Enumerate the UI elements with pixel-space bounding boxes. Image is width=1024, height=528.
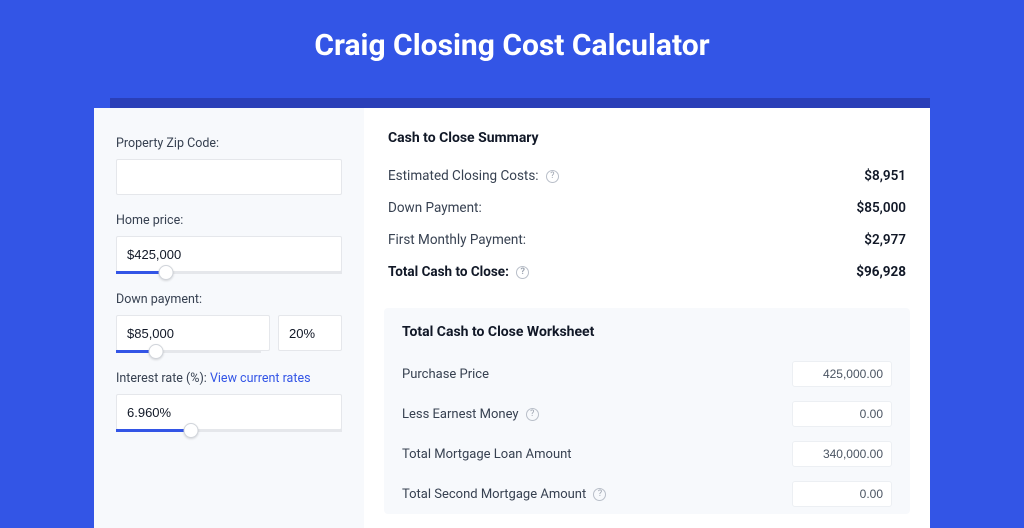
summary-label: Down Payment:: [388, 200, 482, 216]
zip-field-group: Property Zip Code:: [116, 136, 342, 195]
worksheet-section: Total Cash to Close Worksheet Purchase P…: [384, 308, 910, 514]
page-title: Craig Closing Cost Calculator: [0, 0, 1024, 85]
summary-row-total: Total Cash to Close: ? $96,928: [388, 256, 906, 288]
summary-value: $8,951: [864, 168, 906, 184]
summary-value: $96,928: [856, 264, 906, 280]
down-payment-label: Down payment:: [116, 292, 342, 307]
summary-row-closing-costs: Estimated Closing Costs: ? $8,951: [388, 160, 906, 192]
home-price-field-group: Home price:: [116, 213, 342, 274]
worksheet-label: Purchase Price: [402, 367, 489, 382]
zip-input[interactable]: [116, 159, 342, 195]
summary-label: Estimated Closing Costs:: [388, 168, 539, 184]
worksheet-input-purchase-price[interactable]: [792, 361, 892, 387]
help-icon[interactable]: ?: [593, 488, 606, 501]
help-icon[interactable]: ?: [516, 266, 529, 279]
summary-section: Cash to Close Summary Estimated Closing …: [388, 130, 906, 288]
help-icon[interactable]: ?: [546, 170, 559, 183]
worksheet-row-earnest-money: Less Earnest Money ?: [402, 394, 892, 434]
interest-slider-thumb[interactable]: [183, 423, 198, 438]
down-payment-slider-thumb[interactable]: [149, 344, 164, 359]
interest-label: Interest rate (%):: [116, 371, 210, 386]
help-icon[interactable]: ?: [526, 408, 539, 421]
summary-row-down-payment: Down Payment: $85,000: [388, 192, 906, 224]
down-payment-field-group: Down payment:: [116, 292, 342, 353]
calculator-card: Property Zip Code: Home price: Down paym…: [94, 108, 930, 528]
inputs-sidebar: Property Zip Code: Home price: Down paym…: [94, 108, 364, 528]
summary-title: Cash to Close Summary: [388, 130, 906, 146]
worksheet-input-mortgage-amount[interactable]: [792, 441, 892, 467]
worksheet-input-earnest-money[interactable]: [792, 401, 892, 427]
summary-value: $85,000: [857, 200, 906, 216]
summary-label: Total Cash to Close:: [388, 264, 509, 280]
interest-slider-fill: [116, 429, 191, 432]
worksheet-label: Total Second Mortgage Amount: [402, 487, 586, 502]
interest-label-row: Interest rate (%): View current rates: [116, 371, 342, 386]
view-rates-link[interactable]: View current rates: [210, 371, 311, 386]
home-price-slider-thumb[interactable]: [158, 265, 173, 280]
down-payment-slider[interactable]: [116, 350, 261, 353]
summary-value: $2,977: [864, 232, 906, 248]
home-price-slider[interactable]: [116, 271, 342, 274]
worksheet-row-purchase-price: Purchase Price: [402, 354, 892, 394]
worksheet-row-mortgage-amount: Total Mortgage Loan Amount: [402, 434, 892, 474]
summary-label: First Monthly Payment:: [388, 232, 526, 248]
down-payment-pct-input[interactable]: [278, 315, 342, 351]
interest-input[interactable]: [116, 394, 342, 430]
worksheet-label: Total Mortgage Loan Amount: [402, 447, 572, 462]
home-price-input[interactable]: [116, 236, 342, 272]
summary-row-first-monthly: First Monthly Payment: $2,977: [388, 224, 906, 256]
interest-field-group: Interest rate (%): View current rates: [116, 371, 342, 432]
home-price-label: Home price:: [116, 213, 342, 228]
main-panel: Cash to Close Summary Estimated Closing …: [364, 108, 930, 528]
interest-slider[interactable]: [116, 429, 342, 432]
worksheet-row-second-mortgage: Total Second Mortgage Amount ?: [402, 474, 892, 514]
down-payment-input[interactable]: [116, 315, 270, 351]
worksheet-input-second-mortgage[interactable]: [792, 481, 892, 507]
zip-label: Property Zip Code:: [116, 136, 342, 151]
worksheet-title: Total Cash to Close Worksheet: [402, 324, 892, 340]
worksheet-label: Less Earnest Money: [402, 407, 519, 422]
